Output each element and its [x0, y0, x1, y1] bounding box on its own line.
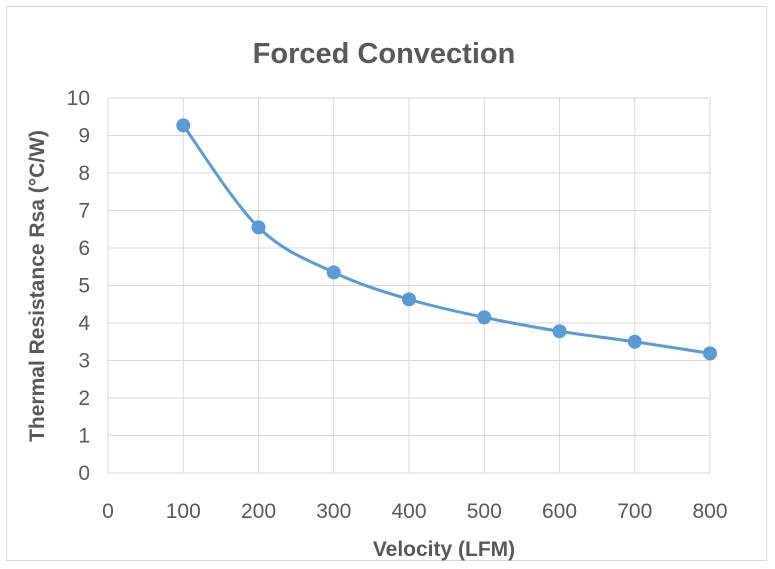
- y-tick-label: 9: [78, 125, 90, 148]
- x-tick-label: 0: [102, 500, 114, 523]
- data-point: [703, 346, 717, 361]
- grid-layer: [107, 97, 711, 474]
- x-tick-label: 400: [391, 500, 426, 523]
- y-tick-label: 0: [78, 462, 90, 485]
- x-tick-label: 500: [467, 500, 502, 523]
- y-tick-label: 6: [78, 237, 90, 260]
- y-tick-label: 8: [78, 162, 90, 185]
- x-tick-label: 300: [316, 500, 351, 523]
- x-axis-title: Velocity (LFM): [373, 538, 515, 561]
- data-point: [477, 310, 492, 325]
- y-tick-label: 5: [78, 275, 90, 298]
- chart-title: Forced Convection: [253, 38, 516, 70]
- y-tick-label: 7: [78, 200, 90, 223]
- data-point: [326, 265, 341, 280]
- y-tick-label: 10: [67, 87, 90, 110]
- y-tick-label: 2: [78, 387, 90, 410]
- data-point: [176, 118, 191, 133]
- data-point: [251, 220, 266, 235]
- data-point: [402, 292, 416, 307]
- data-point: [552, 324, 567, 339]
- x-tick-label: 100: [166, 500, 201, 523]
- series-line: [181, 123, 712, 355]
- y-axis-title: Thermal Resistance Rsa (°C/W): [26, 130, 49, 442]
- x-tick-label: 200: [241, 500, 276, 523]
- y-tick-label: 3: [78, 350, 90, 373]
- series-layer: [176, 118, 717, 361]
- data-point: [627, 334, 642, 349]
- x-tick-label: 700: [617, 500, 652, 523]
- x-tick-label: 600: [542, 500, 577, 523]
- y-tick-label: 1: [78, 425, 90, 448]
- y-tick-label: 4: [78, 312, 90, 335]
- x-tick-label: 800: [692, 500, 727, 523]
